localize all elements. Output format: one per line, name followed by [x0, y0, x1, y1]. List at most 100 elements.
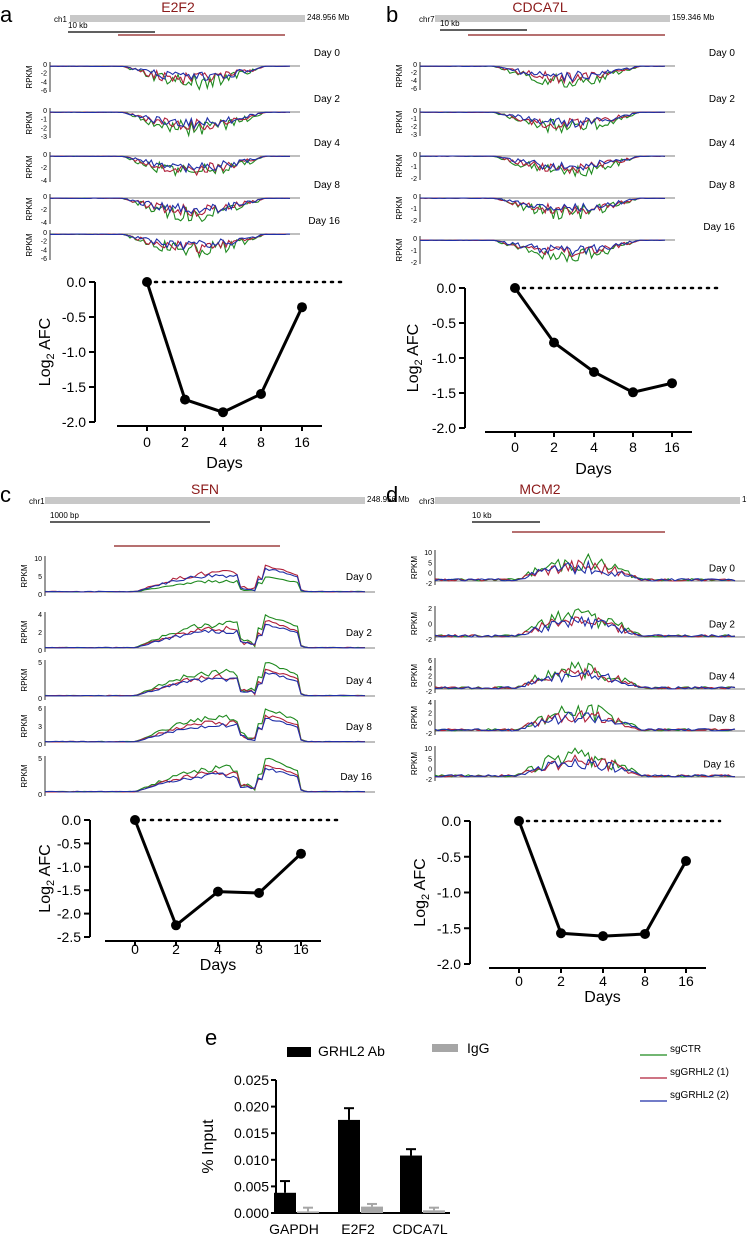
- legend-swatch-grhl2: [287, 1047, 311, 1057]
- afc-data-point: [142, 277, 152, 287]
- y-tick-label: -1.5: [432, 385, 456, 401]
- afc-data-point: [556, 928, 566, 939]
- track-tick-label: -2: [426, 777, 432, 784]
- afc-data-point: [171, 920, 181, 931]
- signal-track-line: [45, 567, 366, 593]
- track-tick-label: -1: [411, 164, 417, 171]
- signal-track-line: [434, 615, 736, 638]
- signal-track-line: [419, 239, 666, 256]
- y-tick-label: -1.0: [57, 859, 81, 875]
- afc-data-point: [254, 888, 264, 899]
- legend-label: IgG: [467, 1040, 490, 1056]
- y-tick-label: -1.0: [437, 885, 461, 901]
- track-tick-label: 0: [413, 194, 417, 201]
- y-tick-label: 0.005: [234, 1178, 269, 1194]
- x-tick-label: 16: [294, 434, 310, 450]
- track-day-label: Day 16: [340, 772, 372, 783]
- signal-track-line: [44, 623, 366, 649]
- afc-data-point: [213, 886, 223, 897]
- rpkm-label: RPKM: [410, 706, 419, 729]
- signal-track-line: [44, 668, 365, 697]
- chromosome-size: 198.296 Mb: [742, 495, 747, 504]
- x-axis-title: Days: [575, 461, 611, 478]
- track-day-label: Day 4: [709, 672, 736, 683]
- track-tick-label: 5: [38, 660, 42, 667]
- y-tick-label: 0.010: [234, 1152, 269, 1168]
- track-tick-label: -2: [411, 70, 417, 77]
- x-tick-label: 0: [515, 973, 523, 989]
- track-tick-label: 0: [38, 592, 42, 599]
- track-tick-label: 0: [413, 152, 417, 159]
- track-day-label: Day 2: [314, 94, 341, 105]
- track-tick-label: -4: [41, 247, 47, 254]
- bar-igg: [361, 1206, 383, 1213]
- track-tick-label: 0: [38, 648, 42, 655]
- signal-track-line: [419, 155, 666, 171]
- y-tick-label: -0.5: [62, 309, 86, 325]
- x-tick-label: 4: [214, 941, 222, 957]
- track-tick-label: 2: [38, 630, 42, 637]
- track-tick-label: 0: [413, 236, 417, 243]
- track-day-label: Day 8: [314, 180, 341, 191]
- afc-series-line: [517, 820, 688, 938]
- chromosome-size: 248.956 Mb: [367, 495, 410, 504]
- legend-swatch-igg: [432, 1044, 458, 1052]
- afc-series-line: [145, 281, 304, 414]
- afc-data-point: [180, 394, 190, 405]
- signal-track-line: [434, 608, 736, 638]
- track-day-label: Day 8: [709, 180, 736, 191]
- signal-track-line: [49, 155, 291, 178]
- track-tick-label: 4: [428, 666, 432, 673]
- afc-data-point: [514, 816, 524, 826]
- track-tick-label: -2: [41, 239, 47, 246]
- signal-track-line: [49, 197, 291, 215]
- x-tick-label: 0: [511, 439, 519, 455]
- track-day-label: Day 2: [709, 620, 736, 631]
- scale-bar-label: 10 kb: [440, 19, 460, 28]
- x-tick-label: 4: [219, 434, 227, 450]
- y-tick-label: -2.0: [432, 420, 456, 436]
- gene-title: E2F2: [161, 0, 195, 15]
- x-tick-label: 2: [550, 439, 558, 455]
- track-day-label: Day 16: [703, 222, 735, 233]
- track-tick-label: 10: [424, 550, 432, 557]
- track-day-label: Day 16: [308, 216, 340, 227]
- y-tick-label: -2.0: [57, 906, 81, 922]
- signal-track-line: [420, 197, 666, 213]
- chromosome-size: 248.956 Mb: [307, 13, 350, 22]
- track-tick-label: -2: [41, 207, 47, 214]
- signal-track-line: [44, 576, 366, 593]
- y-tick-label: -0.5: [432, 315, 456, 331]
- signal-track-line: [44, 671, 366, 697]
- x-tick-label: GAPDH: [269, 1221, 319, 1237]
- track-tick-label: 0: [38, 742, 42, 749]
- track-tick-label: 0: [43, 152, 47, 159]
- rpkm-label: RPKM: [395, 154, 404, 177]
- rpkm-label: RPKM: [25, 233, 34, 256]
- track-tick-label: 0: [428, 767, 432, 774]
- x-tick-label: 0: [131, 941, 139, 957]
- track-tick-label: -6: [41, 256, 47, 263]
- x-axis-title: Days: [200, 957, 236, 974]
- track-tick-label: -2: [411, 260, 417, 267]
- y-axis-title: Log2 AFC: [37, 318, 57, 386]
- gene-title: MCM2: [519, 481, 560, 497]
- rpkm-label: RPKM: [20, 668, 29, 691]
- y-tick-label: -0.5: [57, 835, 81, 851]
- bar-grhl2-ab: [338, 1119, 360, 1213]
- y-tick-label: 0.0: [67, 274, 87, 290]
- x-tick-label: 8: [641, 973, 649, 989]
- signal-track-line: [44, 564, 365, 593]
- bar-grhl2-ab: [274, 1192, 296, 1213]
- track-tick-label: -2: [426, 581, 432, 588]
- gene-title: SFN: [191, 481, 219, 497]
- track-tick-label: 4: [428, 700, 432, 707]
- track-tick-label: 0: [428, 721, 432, 728]
- track-day-label: Day 0: [709, 564, 736, 575]
- bar-grhl2-ab: [400, 1155, 422, 1213]
- signal-track-line: [49, 197, 291, 218]
- track-tick-label: -3: [41, 134, 47, 141]
- y-tick-label: -1.5: [62, 379, 86, 395]
- track-tick-label: 0: [428, 571, 432, 578]
- legend-label: sgCTR: [670, 1044, 701, 1055]
